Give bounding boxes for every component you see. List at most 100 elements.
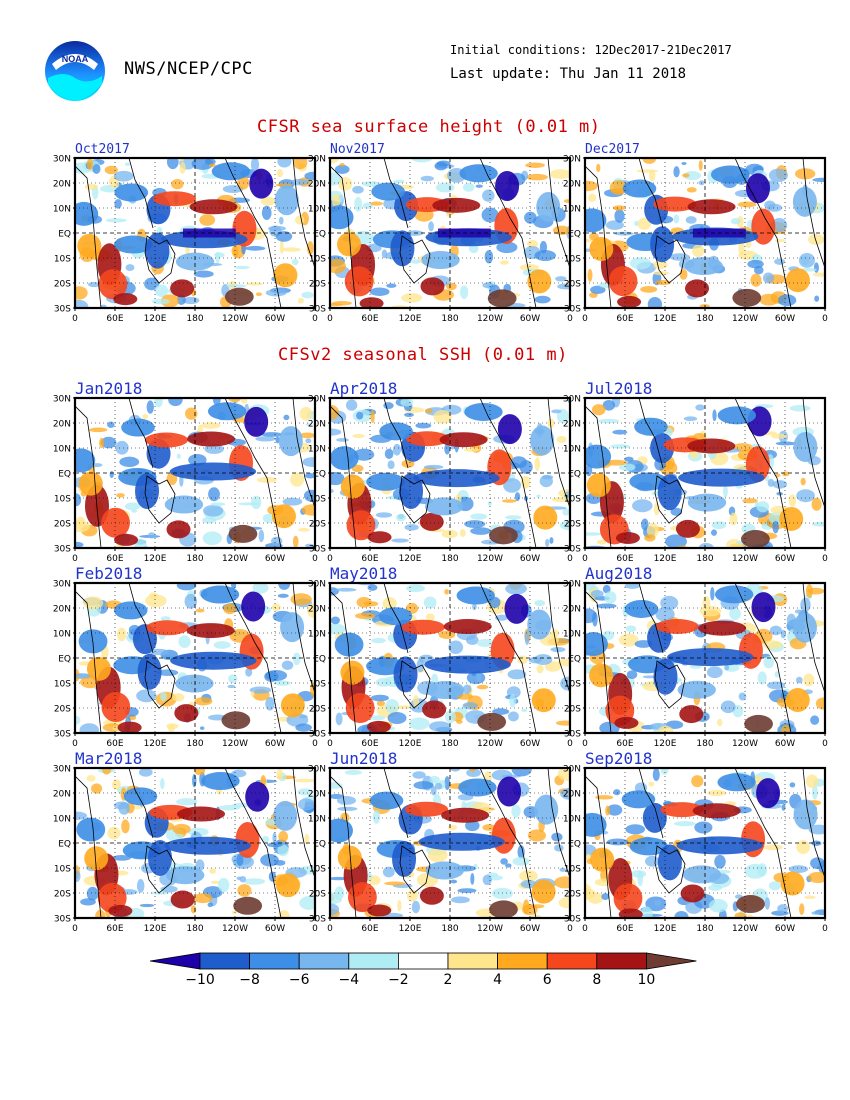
y-tick-label: 30S (309, 730, 326, 740)
colorbar: −10 −8 −6 −4 −2 2 4 6 8 10 (150, 952, 697, 988)
x-tick-label: 120E (144, 554, 167, 564)
y-tick-label: 20N (53, 605, 71, 615)
x-tick-label: 180 (696, 554, 713, 564)
y-tick-label: 20S (564, 705, 581, 715)
map-panel-apr2018: Apr2018 30N 20N 10N EQ 10S 20S 30S 0 60E 120E 180 12… (255, 379, 573, 573)
y-tick-label: 10S (309, 255, 326, 265)
observed-section-title: CFSR sea surface height (0.01 m) (257, 117, 601, 137)
y-tick-label: 10N (563, 445, 581, 455)
y-tick-label: 30N (53, 395, 71, 405)
x-tick-label: 120E (399, 314, 422, 324)
x-tick-label: 60E (106, 554, 123, 564)
x-tick-label: 60E (361, 554, 378, 564)
x-tick-label: 0 (822, 554, 828, 564)
x-tick-label: 0 (582, 554, 588, 564)
y-tick-label: 10N (53, 445, 71, 455)
y-tick-label: 20N (563, 420, 581, 430)
y-tick-label: EQ (313, 230, 326, 240)
x-tick-label: 60E (616, 554, 633, 564)
y-tick-label: EQ (568, 470, 581, 480)
agency-label: NWS/NCEP/CPC (124, 59, 253, 79)
colorbar-segment (150, 952, 201, 970)
y-tick-label: 30N (308, 580, 326, 590)
x-tick-label: 120W (732, 924, 758, 934)
y-tick-label: 30N (308, 395, 326, 405)
x-tick-label: 60W (520, 924, 540, 934)
y-tick-label: 30S (54, 730, 71, 740)
colorbar-segment (447, 952, 498, 970)
y-tick-label: 10N (308, 630, 326, 640)
x-tick-label: 120W (732, 739, 758, 749)
y-tick-label: 20S (309, 890, 326, 900)
x-tick-label: 0 (312, 739, 318, 749)
x-tick-label: 180 (696, 314, 713, 324)
y-tick-label: 20S (309, 705, 326, 715)
y-tick-label: 10N (308, 815, 326, 825)
panel-title: May2018 (330, 564, 398, 583)
x-tick-label: 60E (616, 314, 633, 324)
panel-title: Feb2018 (75, 564, 143, 583)
y-tick-label: 30S (564, 305, 581, 315)
y-tick-label: 30S (564, 915, 581, 925)
x-tick-label: 120W (732, 554, 758, 564)
y-tick-label: 20N (53, 180, 71, 190)
x-tick-label: 0 (312, 314, 318, 324)
y-tick-label: 20N (563, 605, 581, 615)
x-tick-label: 120E (654, 739, 677, 749)
x-tick-label: 0 (822, 314, 828, 324)
x-tick-label: 180 (696, 739, 713, 749)
x-tick-label: 60W (520, 554, 540, 564)
y-tick-label: EQ (313, 655, 326, 665)
panel-title: Dec2017 (585, 142, 640, 157)
y-tick-label: 30S (309, 545, 326, 555)
x-tick-label: 0 (327, 924, 333, 934)
colorbar-segment (645, 952, 697, 970)
x-tick-label: 120E (144, 924, 167, 934)
y-tick-label: 30S (564, 545, 581, 555)
x-tick-label: 120E (399, 924, 422, 934)
panel-title: Jan2018 (75, 379, 143, 398)
map-panel-feb2018: Feb2018 30N 20N 10N EQ 10S 20S 30S 0 60E 120E 180 12… (0, 564, 318, 758)
y-tick-label: EQ (58, 655, 71, 665)
y-tick-label: 20N (563, 790, 581, 800)
y-tick-label: 20N (53, 420, 71, 430)
x-tick-label: 0 (582, 314, 588, 324)
x-tick-label: 0 (567, 739, 573, 749)
y-tick-label: 10N (53, 630, 71, 640)
y-tick-label: 20S (54, 520, 71, 530)
x-tick-label: 120W (222, 739, 248, 749)
x-tick-label: 60W (775, 554, 795, 564)
y-tick-label: 10S (54, 255, 71, 265)
x-tick-label: 0 (567, 924, 573, 934)
panel-title: Jun2018 (330, 749, 398, 768)
y-tick-label: 30S (309, 305, 326, 315)
map-panel-aug2018: Aug2018 30N 20N 10N EQ 10S 20S 30S 0 60E 120E 180 12… (510, 564, 828, 758)
x-tick-label: 60W (265, 554, 285, 564)
colorbar-segment (497, 952, 548, 970)
last-update: Last update: Thu Jan 11 2018 (450, 66, 687, 82)
y-tick-label: 30S (54, 545, 71, 555)
x-tick-label: 180 (186, 924, 203, 934)
x-tick-label: 120E (654, 314, 677, 324)
y-tick-label: 10N (308, 445, 326, 455)
x-tick-label: 0 (327, 554, 333, 564)
x-tick-label: 60W (775, 739, 795, 749)
logo-text: NOAA (62, 54, 89, 64)
y-tick-label: 30N (563, 580, 581, 590)
y-tick-label: EQ (568, 230, 581, 240)
x-tick-label: 60E (106, 314, 123, 324)
map-panel-may2018: May2018 30N 20N 10N EQ 10S 20S 30S 0 60E 120E 180 12… (255, 564, 573, 758)
y-tick-label: 20S (564, 890, 581, 900)
x-tick-label: 60E (616, 739, 633, 749)
y-tick-label: 30N (308, 765, 326, 775)
